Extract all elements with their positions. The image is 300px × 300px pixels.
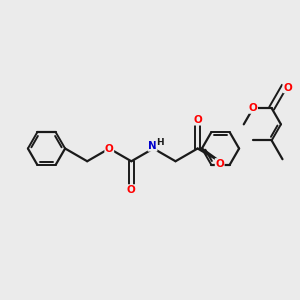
Text: O: O bbox=[283, 82, 292, 93]
Text: N: N bbox=[148, 141, 157, 151]
Text: O: O bbox=[249, 103, 257, 113]
Text: O: O bbox=[215, 159, 224, 169]
Text: O: O bbox=[105, 143, 114, 154]
Text: O: O bbox=[127, 185, 136, 195]
Text: H: H bbox=[156, 138, 164, 147]
Text: O: O bbox=[193, 115, 202, 125]
